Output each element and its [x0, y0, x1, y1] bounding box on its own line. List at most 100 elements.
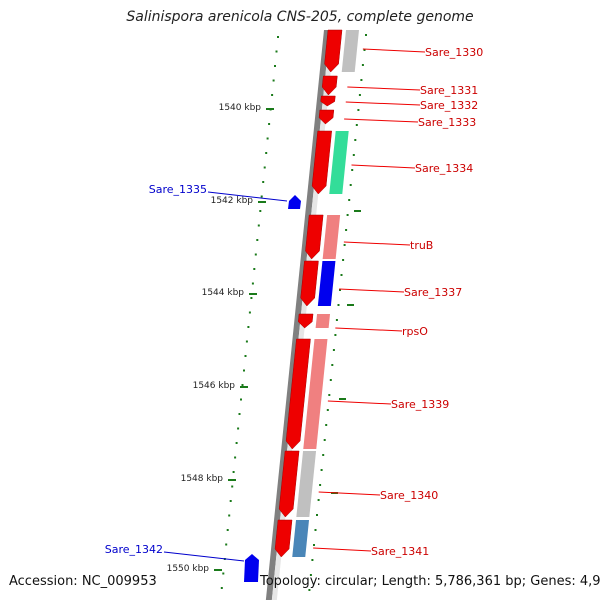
- gene-leader-line: [163, 551, 245, 562]
- tick-dot-right: [343, 244, 346, 246]
- tick-dot-left: [241, 384, 244, 386]
- tick-dot-left: [231, 485, 234, 488]
- tick-dot-right: [314, 529, 317, 531]
- ruler-label: 1548 kbp: [181, 474, 224, 484]
- gene-label[interactable]: Sare_1330: [425, 46, 483, 59]
- tick-dot-right: [309, 574, 312, 576]
- gene-arrow: [324, 29, 343, 73]
- cog-bar: [341, 30, 359, 72]
- tick-dot-right: [322, 454, 325, 456]
- gene-Sare_1342[interactable]: Sare_1342: [105, 543, 259, 582]
- gene-arrow: [311, 130, 332, 195]
- tick-dot-left: [250, 297, 253, 299]
- tick-dot-right: [351, 169, 354, 171]
- gene-Sare_1341[interactable]: Sare_1341: [274, 519, 429, 558]
- gene-arrow-reverse: [288, 195, 301, 209]
- gene-Sare_1340[interactable]: Sare_1340: [278, 450, 438, 518]
- tick-dot-right: [332, 349, 335, 351]
- gene-arrow: [297, 313, 314, 329]
- gene-label[interactable]: Sare_1341: [371, 545, 429, 558]
- gene-rpsO[interactable]: rpsO: [297, 313, 428, 338]
- tick-dot-left: [274, 65, 276, 67]
- tick-dot-left: [266, 137, 269, 140]
- ruler-tick: [240, 386, 248, 388]
- gene-leader-line: [347, 86, 421, 91]
- tick-dot-left: [225, 543, 228, 546]
- gene-label[interactable]: Sare_1339: [391, 398, 449, 411]
- cog-bar: [329, 131, 349, 194]
- gene-Sare_1331[interactable]: Sare_1331: [321, 75, 478, 97]
- tick-dot-right: [308, 589, 311, 591]
- tick-dot-left: [248, 311, 251, 314]
- gene-arrow: [305, 214, 324, 260]
- gene-arrow: [321, 75, 338, 96]
- tick-dot-left: [232, 471, 235, 473]
- gene-leader-line: [313, 547, 372, 552]
- tick-dot-left: [226, 529, 229, 531]
- gene-Sare_1337[interactable]: Sare_1337: [300, 260, 463, 307]
- tick-dot-right: [339, 289, 341, 291]
- gene-Sare_1334[interactable]: Sare_1334: [311, 130, 473, 195]
- tick-dot-right: [326, 409, 329, 411]
- tick-dot-left: [251, 282, 254, 285]
- gene-label[interactable]: Sare_1340: [380, 489, 438, 502]
- gene-leader-line: [339, 288, 405, 293]
- tick-dot-right: [342, 259, 345, 261]
- tick-dot-right: [352, 154, 355, 156]
- gene-Sare_1332[interactable]: Sare_1332: [320, 95, 479, 112]
- tick-dot-left: [237, 427, 240, 430]
- tick-dot-left: [262, 181, 265, 183]
- tick-dot-left: [271, 94, 274, 96]
- gene-label[interactable]: Sare_1335: [149, 183, 207, 196]
- gene-Sare_1330[interactable]: Sare_1330: [324, 29, 484, 73]
- tick-dot-left: [235, 442, 238, 444]
- ruler: 1540 kbp 1542 kbp 1544 kbp 1546 kbp 1548 kbp…: [167, 103, 274, 574]
- gene-label[interactable]: Sare_1342: [105, 543, 163, 556]
- tick-dot-right: [365, 34, 367, 36]
- tick-dot-right: [354, 139, 357, 141]
- tick-dot-left: [259, 210, 262, 212]
- tick-dot-left: [277, 36, 279, 38]
- gene-label[interactable]: Sare_1331: [420, 84, 478, 97]
- tick-dot-right: [349, 184, 352, 186]
- ruler-label: 1550 kbp: [167, 564, 210, 574]
- cog-bar: [317, 261, 336, 306]
- gene-Sare_1339[interactable]: Sare_1339: [285, 338, 449, 450]
- tick-dot-right: [334, 334, 337, 336]
- gene-track: Sare_1330 Sare_1331 Sare_1332 Sare_1333 Sare…: [105, 29, 484, 582]
- tick-dot-left: [247, 326, 250, 328]
- cog-bar: [303, 339, 328, 449]
- gene-leader-line: [343, 241, 411, 246]
- tick-dot-left: [275, 50, 278, 53]
- ruler-label: 1544 kbp: [202, 288, 245, 298]
- tick-dot-left: [244, 355, 247, 357]
- gene-label[interactable]: Sare_1334: [415, 162, 473, 175]
- tick-dot-right: [316, 514, 318, 516]
- gene-label[interactable]: Sare_1333: [418, 116, 476, 129]
- tick-dot-right: [328, 394, 331, 396]
- gene-Sare_1335[interactable]: Sare_1335: [149, 183, 301, 209]
- tick-dot-right: [360, 79, 363, 81]
- tick-dot-left: [243, 369, 245, 372]
- gene-label[interactable]: Sare_1337: [404, 286, 462, 299]
- gene-arrow: [274, 519, 293, 558]
- gene-truB[interactable]: truB: [305, 214, 433, 260]
- tick-dot-right: [313, 544, 315, 546]
- cog-bar: [292, 520, 310, 557]
- tick-dot-right: [363, 49, 366, 51]
- topology-label: Topology: circular; Length: 5,786,361 bp…: [260, 574, 600, 589]
- ruler-label: 1542 kbp: [211, 196, 254, 206]
- gene-label[interactable]: rpsO: [402, 325, 428, 338]
- gene-leader-line: [345, 101, 421, 106]
- gene-label[interactable]: truB: [410, 239, 433, 252]
- cog-bar: [322, 215, 341, 259]
- gene-label[interactable]: Sare_1332: [420, 99, 478, 112]
- tick-dot-right: [357, 109, 360, 111]
- ruler-tick: [228, 479, 236, 481]
- tick-dot-left: [229, 500, 232, 502]
- ruler-label: 1546 kbp: [193, 381, 236, 391]
- gene-Sare_1333[interactable]: Sare_1333: [318, 109, 476, 129]
- gene-arrow: [285, 338, 311, 450]
- tick-dot-right: [331, 364, 334, 366]
